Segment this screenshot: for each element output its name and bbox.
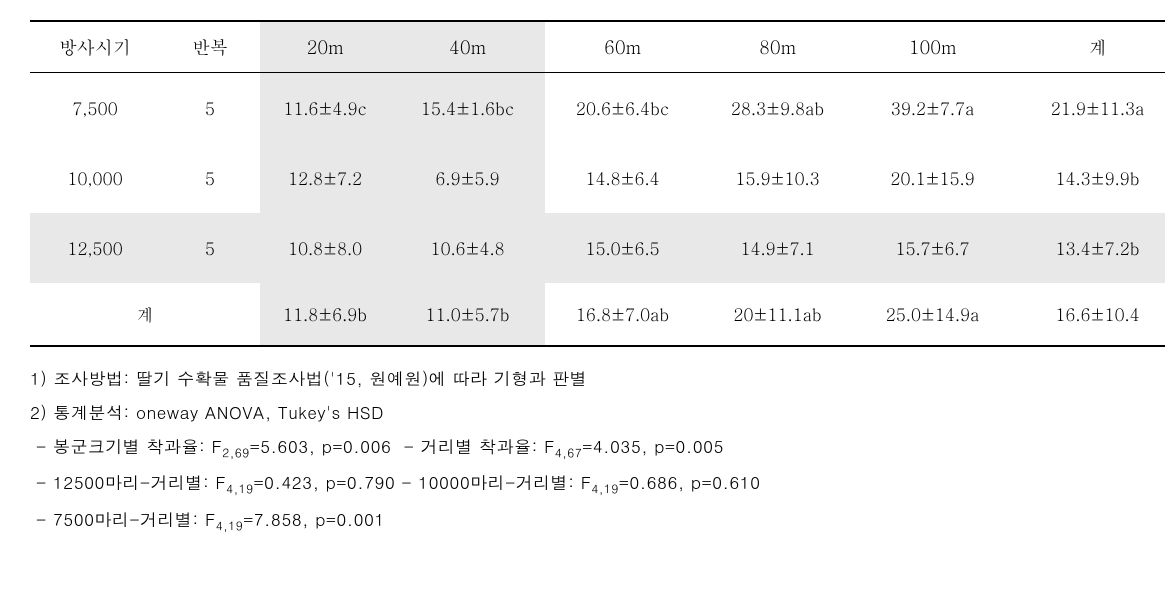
cell: 16.8±7.0ab: [545, 283, 700, 346]
note-1: 1) 조사방법: 딸기 수확물 품질조사법('15, 원예원)에 따라 기형과 …: [30, 361, 1135, 395]
hdr-5: 80m: [700, 21, 855, 73]
cell: 20.6±6.4bc: [545, 73, 700, 144]
cell: 10.8±8.0: [260, 213, 390, 283]
table-row: 12,500 5 10.8±8.0 10.6±4.8 15.0±6.5 14.9…: [30, 213, 1165, 283]
hdr-6: 100m: [855, 21, 1010, 73]
cell: 15.4±1.6bc: [390, 73, 545, 144]
note-5: - 7500마리-거리별: F4,19=7.858, p=0.001: [30, 502, 1135, 538]
hdr-2: 20m: [260, 21, 390, 73]
cell: 10.6±4.8: [390, 213, 545, 283]
cell: 14.8±6.4: [545, 143, 700, 213]
cell: 13.4±7.2b: [1010, 213, 1165, 283]
note-4: - 12500마리-거리별: F4,19=0.423, p=0.790 - 10…: [30, 465, 1135, 501]
hdr-7: 계: [1010, 21, 1165, 73]
cell: 15.7±6.7: [855, 213, 1010, 283]
hdr-3: 40m: [390, 21, 545, 73]
t: - 7500마리-거리별: F: [30, 507, 216, 531]
sub: 4,19: [216, 517, 244, 534]
total-row: 계 11.8±6.9b 11.0±5.7b 16.8±7.0ab 20±11.1…: [30, 283, 1165, 346]
cell: 28.3±9.8ab: [700, 73, 855, 144]
cell: 5: [160, 213, 260, 283]
cell: 5: [160, 143, 260, 213]
table-row: 10,000 5 12.8±7.2 6.9±5.9 14.8±6.4 15.9±…: [30, 143, 1165, 213]
cell: 10,000: [30, 143, 160, 213]
sub: 2,69: [222, 444, 250, 461]
header-row: 방사시기 반복 20m 40m 60m 80m 100m 계: [30, 21, 1165, 73]
t: =4.035, p=0.005: [582, 434, 724, 458]
table-body: 7,500 5 11.6±4.9c 15.4±1.6bc 20.6±6.4bc …: [30, 73, 1165, 347]
t: =0.423, p=0.790 - 10000마리-거리별: F: [254, 470, 592, 494]
cell: 11.8±6.9b: [260, 283, 390, 346]
total-label: 계: [30, 283, 260, 346]
cell: 15.9±10.3: [700, 143, 855, 213]
cell: 7,500: [30, 73, 160, 144]
cell: 5: [160, 73, 260, 144]
table-row: 7,500 5 11.6±4.9c 15.4±1.6bc 20.6±6.4bc …: [30, 73, 1165, 144]
cell: 14.3±9.9b: [1010, 143, 1165, 213]
cell: 11.0±5.7b: [390, 283, 545, 346]
t: - 12500마리-거리별: F: [30, 470, 226, 494]
cell: 6.9±5.9: [390, 143, 545, 213]
cell: 12.8±7.2: [260, 143, 390, 213]
cell: 21.9±11.3a: [1010, 73, 1165, 144]
cell: 25.0±14.9a: [855, 283, 1010, 346]
sub: 4,67: [555, 444, 583, 461]
cell: 39.2±7.7a: [855, 73, 1010, 144]
cell: 20±11.1ab: [700, 283, 855, 346]
note-3: - 봉군크기별 착과율: F2,69=5.603, p=0.006 - 거리별 …: [30, 429, 1135, 465]
hdr-0: 방사시기: [30, 21, 160, 73]
note-2: 2) 통계분석: oneway ANOVA, Tukey's HSD: [30, 395, 1135, 429]
cell: 14.9±7.1: [700, 213, 855, 283]
cell: 15.0±6.5: [545, 213, 700, 283]
t: =0.686, p=0.610: [619, 470, 761, 494]
cell: 12,500: [30, 213, 160, 283]
hdr-4: 60m: [545, 21, 700, 73]
sub: 4,19: [591, 481, 619, 498]
cell: 16.6±10.4: [1010, 283, 1165, 346]
data-table: 방사시기 반복 20m 40m 60m 80m 100m 계 7,500 5 1…: [30, 20, 1165, 347]
t: =5.603, p=0.006 - 거리별 착과율: F: [250, 434, 555, 458]
footnotes: 1) 조사방법: 딸기 수확물 품질조사법('15, 원예원)에 따라 기형과 …: [30, 361, 1135, 538]
cell: 11.6±4.9c: [260, 73, 390, 144]
t: - 봉군크기별 착과율: F: [30, 434, 222, 458]
t: =7.858, p=0.001: [243, 507, 385, 531]
sub: 4,19: [226, 481, 254, 498]
cell: 20.1±15.9: [855, 143, 1010, 213]
hdr-1: 반복: [160, 21, 260, 73]
